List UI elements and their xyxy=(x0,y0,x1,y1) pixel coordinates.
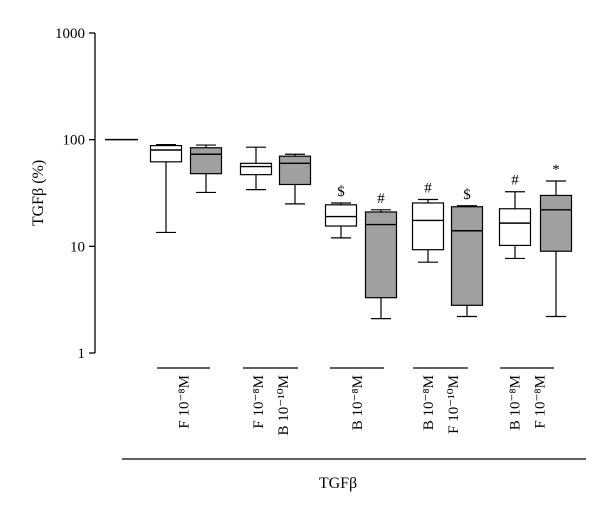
significance-marker: # xyxy=(511,173,519,189)
group-label-text: B 10⁻¹⁰M xyxy=(276,375,292,436)
box-plot-6: # xyxy=(364,191,398,320)
box-plot-3 xyxy=(239,146,273,191)
group-label-5: B 10⁻⁸M F 10⁻⁸M xyxy=(500,367,554,430)
box-plot-10: * xyxy=(539,162,573,318)
box-plot-5: $ xyxy=(324,184,358,239)
group-label-text: F 10⁻⁸M xyxy=(251,375,267,429)
box-iqr xyxy=(539,194,573,252)
group-label-text: B 10⁻⁸M xyxy=(350,375,366,430)
significance-marker: $ xyxy=(463,187,471,203)
significance-marker: # xyxy=(377,191,385,207)
box-iqr xyxy=(239,162,273,176)
group-label-1: F 10⁻⁸M xyxy=(157,367,210,429)
group-label-text: F 10⁻¹⁰M xyxy=(446,375,462,434)
box-iqr xyxy=(364,211,398,299)
box-iqr xyxy=(278,155,312,186)
y-tick-label: 1000 xyxy=(55,26,85,42)
y-tick-label: 100 xyxy=(63,133,86,149)
significance-marker: # xyxy=(424,180,432,196)
significance-marker: * xyxy=(552,162,560,178)
box-plot-1 xyxy=(149,143,183,234)
y-axis: 1 10 100 1000 TGFβ (%) xyxy=(30,26,96,362)
box-iqr xyxy=(411,202,445,251)
y-tick-label: 1 xyxy=(78,346,86,362)
box-iqr xyxy=(450,206,484,306)
group-label-3: B 10⁻⁸M xyxy=(330,367,384,430)
group-label-text: B 10⁻⁸M xyxy=(508,375,524,430)
box-plot-7: # xyxy=(411,180,445,263)
box-plot-4 xyxy=(278,153,312,205)
group-label-text: B 10⁻⁸M xyxy=(421,375,437,430)
box-iqr xyxy=(498,208,532,247)
group-label-text: F 10⁻⁸M xyxy=(177,375,193,429)
box-plot-8: $ xyxy=(450,187,484,318)
significance-marker: $ xyxy=(337,184,345,200)
group-label-text: F 10⁻⁸M xyxy=(533,375,549,429)
y-axis-title: TGFβ (%) xyxy=(30,160,47,226)
box-iqr xyxy=(189,147,223,175)
group-label-4: B 10⁻⁸M F 10⁻¹⁰M xyxy=(413,367,468,434)
y-tick-label: 10 xyxy=(70,239,85,255)
box-plot-9: # xyxy=(498,173,532,260)
group-label-2: F 10⁻⁸M B 10⁻¹⁰M xyxy=(243,367,298,436)
box-iqr xyxy=(149,144,183,163)
box-iqr xyxy=(324,204,358,227)
box-plot-2 xyxy=(189,144,223,194)
x-axis-title: TGFβ xyxy=(319,475,357,492)
group-labels: F 10⁻⁸M F 10⁻⁸M B 10⁻¹⁰M B 10⁻⁸M B 10⁻⁸M F 10… xyxy=(157,367,554,436)
boxes-layer: $ # # $ # * xyxy=(149,143,573,320)
